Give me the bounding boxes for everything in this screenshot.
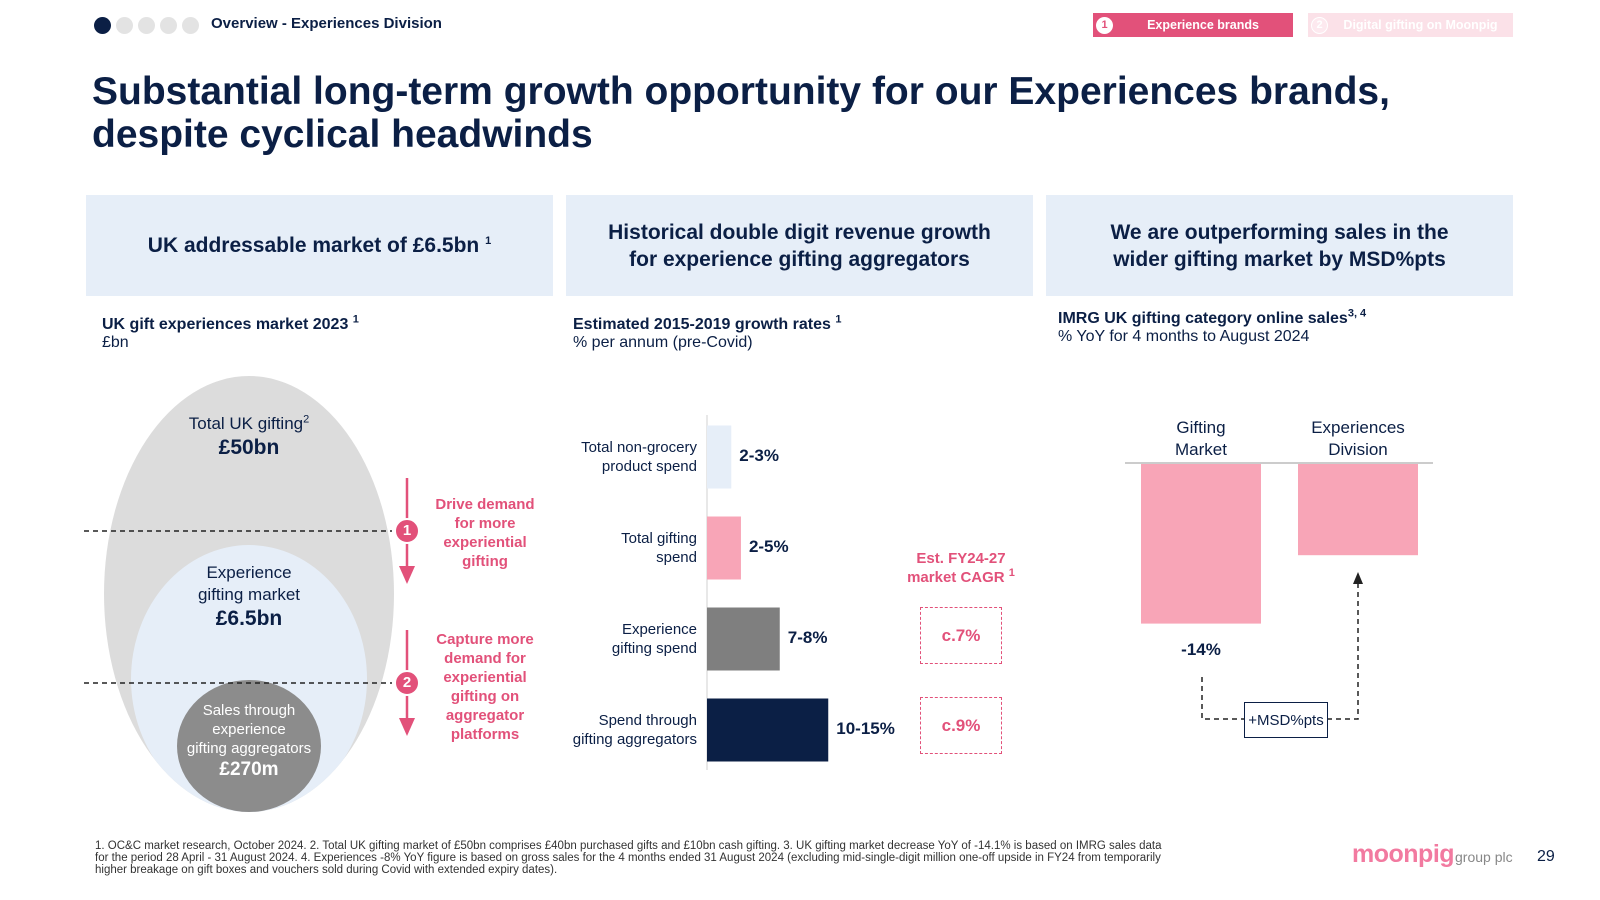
tab-digital-gifting[interactable]: 2 Digital gifting on Moonpig: [1308, 13, 1513, 37]
step-2-badge: [394, 670, 420, 696]
tab-number: 1: [1096, 16, 1113, 34]
inner-label: Sales through experience gifting aggrega…: [186, 702, 312, 780]
growth-bar-category: Total gifting spend: [621, 530, 697, 566]
gap-arrow-head: [1353, 572, 1363, 584]
growth-bar-value: 10-15%: [836, 719, 895, 738]
footnotes: 1. OC&C market research, October 2024. 2…: [95, 840, 1162, 876]
outer-label: Total UK gifting2 £50bn: [188, 413, 310, 459]
growth-bar-value: 2-5%: [748, 537, 789, 556]
gap-connector-left: [1201, 677, 1246, 720]
gap-label: +MSD%pts: [1244, 702, 1328, 738]
progress-dot: [116, 17, 133, 34]
tab-number: 2: [1311, 16, 1328, 34]
growth-bar-category: Spend through gifting aggregators: [572, 712, 697, 748]
step-2-number: 2: [402, 674, 412, 691]
tab-experience-brands[interactable]: 1 Experience brands: [1093, 13, 1293, 37]
yoy-bar-value: -14%: [1181, 639, 1221, 659]
cagr-box-experience: c.7%: [920, 607, 1002, 664]
step-2-text: Capture more demand for experiential gif…: [436, 631, 534, 743]
gap-connector-right: [1327, 583, 1359, 720]
page-number: 29: [1537, 848, 1555, 865]
growth-bar: [707, 516, 741, 580]
tab-label: Experience brands: [1147, 18, 1259, 32]
growth-bar: [707, 425, 732, 489]
moonpig-logo: moonpig: [1352, 840, 1455, 868]
middle-label: Experience gifting market £6.5bn: [197, 563, 301, 630]
growth-bar: [707, 607, 780, 671]
arrow-2-head: [399, 718, 415, 736]
inner-ellipse: [177, 680, 321, 812]
yoy-bar: [1141, 464, 1261, 624]
logo-suffix: group plc: [1455, 849, 1513, 865]
yoy-bar: [1298, 464, 1418, 556]
tab-label: Digital gifting on Moonpig: [1343, 18, 1498, 32]
progress-dot: [138, 17, 155, 34]
progress-dot: [160, 17, 177, 34]
panel3-header: We are outperforming sales in the wider g…: [1046, 195, 1513, 296]
progress-dot: [182, 17, 199, 34]
panel2-subtitle: Estimated 2015-2019 growth rates 1 % per…: [573, 313, 842, 351]
panel2-header: Historical double digit revenue growth fo…: [566, 195, 1033, 296]
growth-bar-value: 2-3%: [739, 446, 779, 465]
progress-dots: [94, 17, 199, 34]
yoy-bar-category: Experiences Division: [1311, 418, 1405, 459]
growth-bar-category: Total non-grocery product spend: [581, 439, 697, 475]
growth-bar: [707, 698, 829, 762]
step-1-badge: [394, 518, 420, 544]
progress-dot-active: [94, 17, 111, 34]
page-title: Substantial long-term growth opportunity…: [92, 70, 1390, 156]
yoy-bar-category: Gifting Market: [1175, 418, 1227, 459]
arrow-1-head: [399, 566, 415, 584]
panel3-subtitle: IMRG UK gifting category online sales3, …: [1058, 307, 1367, 345]
growth-bar-value: 7-8%: [787, 628, 828, 647]
section-label: Overview - Experiences Division: [211, 15, 442, 32]
panel1-header: UK addressable market of £6.5bn 1: [86, 195, 553, 296]
growth-bar-category: Experience gifting spend: [611, 621, 697, 657]
cagr-label: Est. FY24-27 market CAGR 1: [907, 550, 1015, 586]
panel1-subtitle: UK gift experiences market 2023 1 £bn: [102, 313, 359, 351]
step-1-number: 1: [402, 522, 412, 539]
step-1-text: Drive demand for more experiential gifti…: [435, 496, 535, 570]
cagr-box-aggregators: c.9%: [920, 697, 1002, 754]
